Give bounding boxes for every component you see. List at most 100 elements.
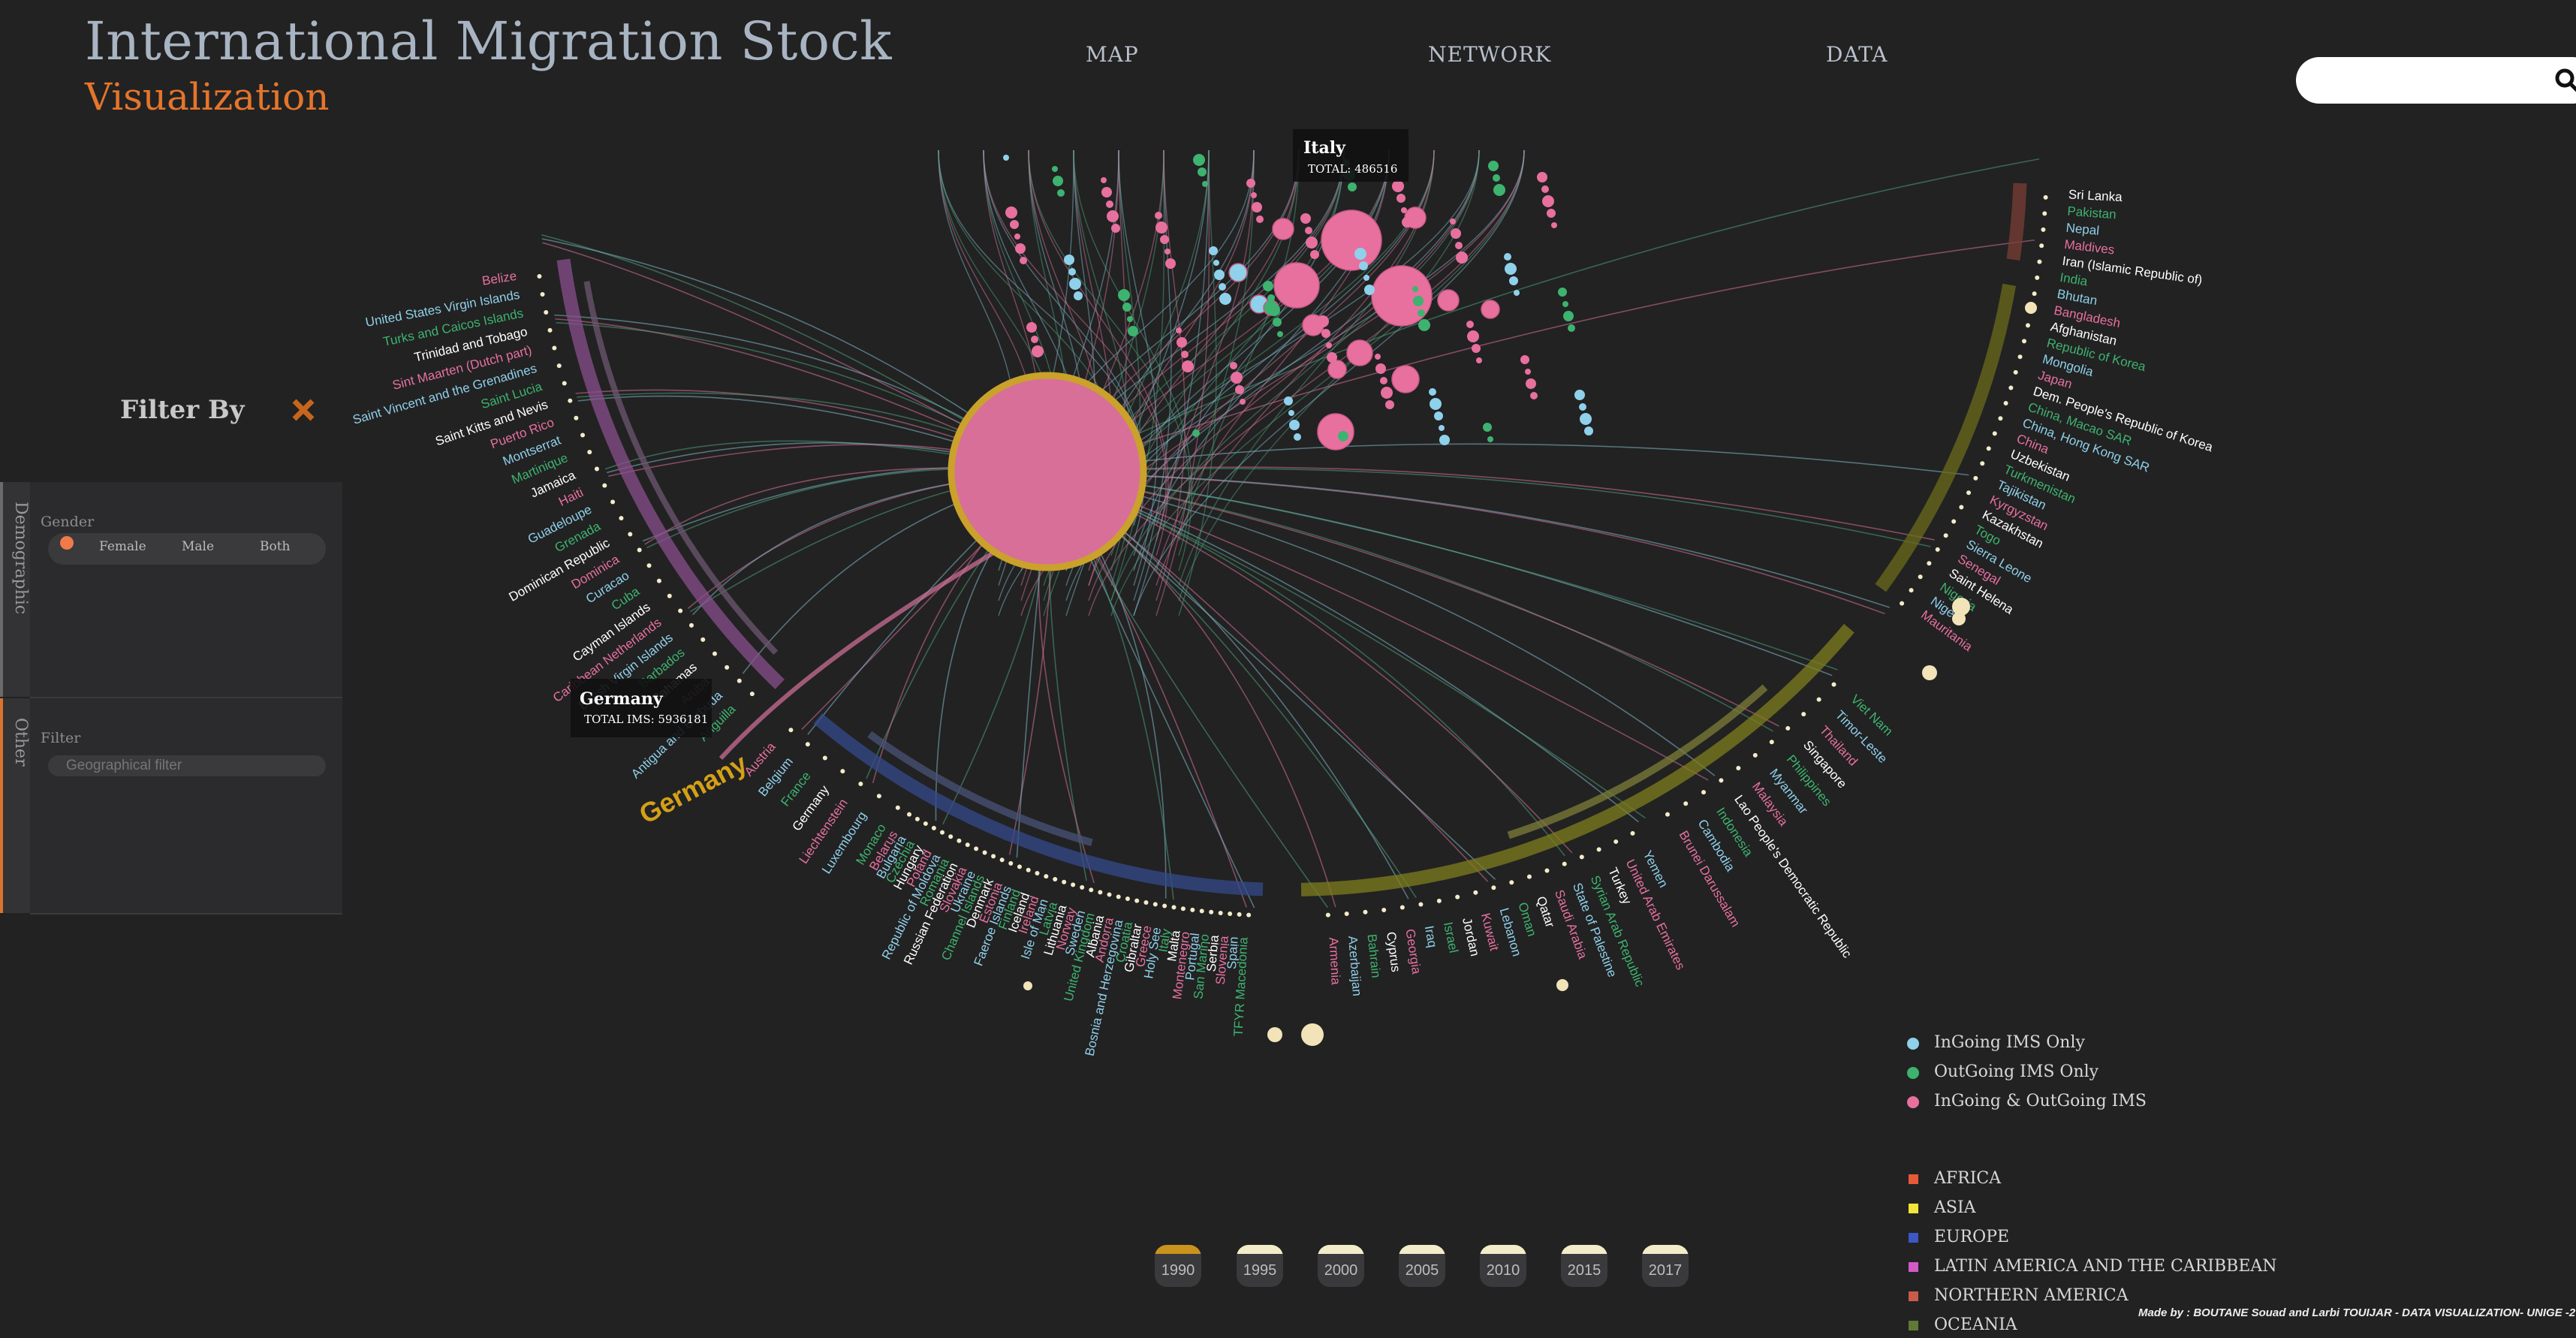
country-dot-cayman-islands <box>667 593 672 598</box>
country-dot-china <box>1992 431 1997 436</box>
country-dot-qatar <box>1526 874 1532 879</box>
asia-arc <box>1300 623 1854 897</box>
nav-network[interactable]: NETWORK <box>1428 42 1552 67</box>
migration-link <box>1050 472 1838 671</box>
rim-node-5 <box>1952 598 1970 616</box>
country-node-small <box>1402 217 1412 228</box>
country-node-small <box>1526 378 1536 389</box>
country-node-small <box>1074 291 1083 300</box>
gender-toggle[interactable] <box>48 533 326 565</box>
country-dot-portugal <box>1199 909 1204 914</box>
gender-option-male[interactable]: Male <box>182 539 215 554</box>
close-icon[interactable] <box>288 395 318 425</box>
country-dot-dominican-republic <box>628 532 633 537</box>
year-2000-button[interactable]: 2000 <box>1318 1245 1364 1287</box>
nav-data[interactable]: DATA <box>1826 42 1888 67</box>
country-node-small <box>1520 355 1529 364</box>
country-node-small <box>1401 207 1407 213</box>
country-dot-armenia <box>1325 912 1330 918</box>
country-dot-san-marino <box>1209 909 1214 915</box>
country-node-small <box>1434 411 1443 420</box>
country-node-small <box>1240 399 1246 405</box>
year-2015-button[interactable]: 2015 <box>1561 1245 1607 1287</box>
country-dot-malaysia <box>1736 765 1741 770</box>
country-node-small <box>1412 286 1418 292</box>
country-dot-poland <box>939 830 945 835</box>
migration-link <box>1050 472 1890 608</box>
year-1990-button[interactable]: 1990 <box>1155 1245 1201 1287</box>
tab-other[interactable]: Other <box>0 698 30 913</box>
country-dot-thailand <box>1801 712 1806 717</box>
country-node-small <box>1354 248 1366 260</box>
country-node-small <box>1509 276 1518 285</box>
country-dot-cyprus <box>1381 907 1387 912</box>
gender-option-both[interactable]: Both <box>260 539 291 554</box>
gender-option-female[interactable]: Female <box>99 539 146 554</box>
tab-demographic[interactable]: Demographic <box>0 482 30 697</box>
country-node-small <box>1551 222 1557 228</box>
country-node-small <box>1015 243 1026 254</box>
country-node-small <box>1537 172 1547 182</box>
year-2005-button[interactable]: 2005 <box>1399 1245 1445 1287</box>
migration-link <box>1028 149 1190 556</box>
country-label-georgia: Georgia <box>1402 928 1424 975</box>
country-dot-bhutan <box>2032 291 2037 297</box>
country-dot-holy-see <box>1162 903 1167 909</box>
country-node-small <box>1214 270 1225 280</box>
geographical-filter-input[interactable] <box>48 755 326 776</box>
country-dot-cuba <box>656 578 661 583</box>
region-arcs <box>556 182 2027 897</box>
country-label-sri-lanka: Sri Lanka <box>2068 187 2123 204</box>
year-2010-button[interactable]: 2010 <box>1480 1245 1526 1287</box>
migration-link <box>1073 149 1193 571</box>
country-node-small <box>1277 331 1283 337</box>
migration-link <box>1050 472 1639 823</box>
filter-title: Filter By <box>120 395 245 425</box>
country-label-armenia: Armenia <box>1326 937 1342 986</box>
country-dot-japan <box>2013 369 2018 375</box>
nav-map[interactable]: MAP <box>1086 42 1139 67</box>
country-node-small <box>1193 154 1205 166</box>
country-node-9 <box>1228 263 1248 282</box>
country-dot-aruba <box>725 664 730 670</box>
country-node-small <box>1321 329 1330 338</box>
year-1995-button[interactable]: 1995 <box>1237 1245 1283 1287</box>
country-node-small <box>1306 237 1318 249</box>
country-node-small <box>1219 293 1231 305</box>
country-node-small <box>1429 388 1436 396</box>
search-icon[interactable] <box>2553 66 2576 96</box>
country-node-small <box>1514 290 1520 296</box>
country-node-1 <box>1371 265 1433 327</box>
country-dot-channel-islands <box>991 854 996 859</box>
country-dot-italy <box>1171 905 1177 910</box>
legend-outgoing: OutGoing IMS Only <box>1934 1062 2099 1081</box>
year-2017-button[interactable]: 2017 <box>1642 1245 1689 1287</box>
legend-oceania: OCEANIA <box>1934 1315 2017 1334</box>
country-dot-isle-of-man <box>1053 876 1058 881</box>
country-node-small <box>1127 316 1133 322</box>
country-node-small <box>1106 200 1113 208</box>
country-dot-saint-vincent-and-the-grenadines <box>556 363 562 369</box>
migration-link <box>1110 149 1480 601</box>
country-dot-jamaica <box>594 466 599 472</box>
country-node-small <box>1177 337 1187 348</box>
country-dot-bulgaria <box>914 816 920 821</box>
rim-node-2 <box>1556 979 1568 991</box>
country-dot-jordan <box>1455 894 1460 900</box>
country-dot-india <box>2035 275 2040 280</box>
country-node-small <box>1396 194 1406 203</box>
country-dot-united-states-virgin-islands <box>540 292 545 297</box>
search-input[interactable] <box>2296 57 2576 104</box>
country-node-small <box>1493 174 1500 182</box>
country-label-kuwait: Kuwait <box>1478 912 1502 952</box>
asia-swatch <box>1909 1204 1918 1213</box>
country-dot-united-kingdom <box>1098 890 1103 895</box>
country-label-india: India <box>2059 270 2089 289</box>
country-dot-sierra-leone <box>1943 533 1948 538</box>
country-node-small <box>1348 182 1357 191</box>
country-node-small <box>1483 423 1492 432</box>
country-dot-pakistan <box>2042 211 2047 216</box>
country-node-small <box>1530 392 1538 399</box>
migration-link <box>1155 149 1186 601</box>
country-node-small <box>1467 330 1479 342</box>
